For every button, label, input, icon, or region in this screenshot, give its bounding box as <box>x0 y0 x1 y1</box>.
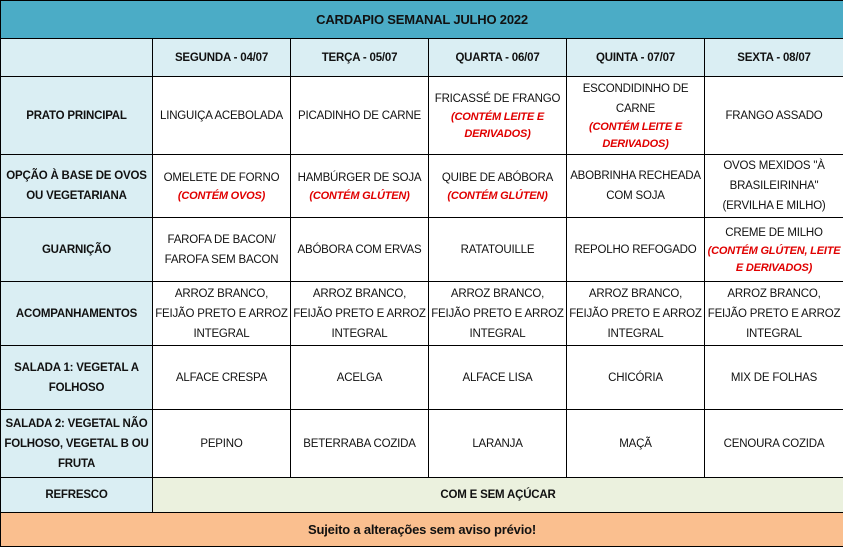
dish-name: RATATOUILLE <box>431 240 564 260</box>
dish-name: QUIBE DE ABÓBORA <box>431 168 564 188</box>
dish-name: OMELETE DE FORNO <box>155 168 288 188</box>
dish-name: BETERRABA COZIDA <box>293 434 426 454</box>
day-header: SEGUNDA - 04/07 <box>153 39 291 77</box>
dish-name: CENOURA COZIDA <box>707 434 841 454</box>
row-label: SALADA 1: VEGETAL A FOLHOSO <box>1 346 153 410</box>
row-label: SALADA 2: VEGETAL NÃO FOLHOSO, VEGETAL B… <box>1 410 153 478</box>
menu-cell: ALFACE CRESPA <box>153 346 291 410</box>
day-header: QUARTA - 06/07 <box>429 39 567 77</box>
menu-cell: QUIBE DE ABÓBORA(CONTÉM GLÚTEN) <box>429 155 567 218</box>
dish-name: LARANJA <box>431 434 564 454</box>
day-header: QUINTA - 07/07 <box>567 39 705 77</box>
menu-cell: LARANJA <box>429 410 567 478</box>
footer-row: Sujeito a alterações sem aviso prévio! <box>1 513 843 547</box>
menu-cell: ARROZ BRANCO, FEIJÃO PRETO E ARROZ INTEG… <box>291 282 429 346</box>
dish-name: ABÓBORA COM ERVAS <box>293 240 426 260</box>
day-header: SEXTA - 08/07 <box>705 39 843 77</box>
allergen-note: (CONTÉM LEITE E DERIVADOS) <box>569 119 702 153</box>
dish-name: ACELGA <box>293 368 426 388</box>
menu-cell: ARROZ BRANCO, FEIJÃO PRETO E ARROZ INTEG… <box>429 282 567 346</box>
allergen-note: (CONTÉM GLÚTEN, LEITE E DERIVADOS) <box>707 243 841 277</box>
menu-cell: ARROZ BRANCO, FEIJÃO PRETO E ARROZ INTEG… <box>705 282 843 346</box>
dish-name: CREME DE MILHO <box>707 223 841 243</box>
menu-cell: CREME DE MILHO(CONTÉM GLÚTEN, LEITE E DE… <box>705 218 843 282</box>
menu-cell: ESCONDIDINHO DE CARNE(CONTÉM LEITE E DER… <box>567 77 705 155</box>
corner-cell <box>1 39 153 77</box>
allergen-note: (CONTÉM GLÚTEN) <box>293 188 426 205</box>
menu-cell: ABÓBORA COM ERVAS <box>291 218 429 282</box>
menu-cell: FRANGO ASSADO <box>705 77 843 155</box>
menu-cell: HAMBÚRGER DE SOJA(CONTÉM GLÚTEN) <box>291 155 429 218</box>
dish-name: ABOBRINHA RECHEADA COM SOJA <box>569 166 702 206</box>
menu-cell: ABOBRINHA RECHEADA COM SOJA <box>567 155 705 218</box>
dish-name: MAÇÃ <box>569 434 702 454</box>
menu-cell: PICADINHO DE CARNE <box>291 77 429 155</box>
menu-cell: CHICÓRIA <box>567 346 705 410</box>
menu-cell: REPOLHO REFOGADO <box>567 218 705 282</box>
disclaimer: Sujeito a alterações sem aviso prévio! <box>1 513 843 547</box>
dish-name: REPOLHO REFOGADO <box>569 240 702 260</box>
dish-name: PICADINHO DE CARNE <box>293 106 426 126</box>
dish-name: ARROZ BRANCO, FEIJÃO PRETO E ARROZ INTEG… <box>707 284 841 344</box>
menu-cell: PEPINO <box>153 410 291 478</box>
refresco-value: COM E SEM AÇÚCAR <box>153 478 843 513</box>
menu-cell: OVOS MEXIDOS "À BRASILEIRINHA" (ERVILHA … <box>705 155 843 218</box>
menu-row: SALADA 2: VEGETAL NÃO FOLHOSO, VEGETAL B… <box>1 410 843 478</box>
dish-name: FRANGO ASSADO <box>707 106 841 126</box>
dish-name: ALFACE LISA <box>431 368 564 388</box>
allergen-note: (CONTÉM GLÚTEN) <box>431 188 564 205</box>
allergen-note: (CONTÉM LEITE E DERIVADOS) <box>431 109 564 143</box>
menu-title: CARDAPIO SEMANAL JULHO 2022 <box>1 1 843 39</box>
dish-name: ARROZ BRANCO, FEIJÃO PRETO E ARROZ INTEG… <box>431 284 564 344</box>
menu-cell: RATATOUILLE <box>429 218 567 282</box>
dish-name: PEPINO <box>155 434 288 454</box>
menu-cell: FAROFA DE BACON/ FAROFA SEM BACON <box>153 218 291 282</box>
menu-cell: FRICASSÉ DE FRANGO(CONTÉM LEITE E DERIVA… <box>429 77 567 155</box>
dish-name: FRICASSÉ DE FRANGO <box>431 89 564 109</box>
menu-cell: ALFACE LISA <box>429 346 567 410</box>
menu-cell: CENOURA COZIDA <box>705 410 843 478</box>
row-label: GUARNIÇÃO <box>1 218 153 282</box>
menu-cell: ARROZ BRANCO, FEIJÃO PRETO E ARROZ INTEG… <box>153 282 291 346</box>
row-label: PRATO PRINCIPAL <box>1 77 153 155</box>
menu-cell: BETERRABA COZIDA <box>291 410 429 478</box>
menu-cell: MIX DE FOLHAS <box>705 346 843 410</box>
day-header: TERÇA - 05/07 <box>291 39 429 77</box>
dish-name: ARROZ BRANCO, FEIJÃO PRETO E ARROZ INTEG… <box>293 284 426 344</box>
dish-name: ALFACE CRESPA <box>155 368 288 388</box>
dish-name: OVOS MEXIDOS "À BRASILEIRINHA" (ERVILHA … <box>707 156 841 216</box>
menu-cell: MAÇÃ <box>567 410 705 478</box>
dish-name: CHICÓRIA <box>569 368 702 388</box>
dish-name: ARROZ BRANCO, FEIJÃO PRETO E ARROZ INTEG… <box>155 284 288 344</box>
dish-name: MIX DE FOLHAS <box>707 368 841 388</box>
dish-name: HAMBÚRGER DE SOJA <box>293 168 426 188</box>
allergen-note: (CONTÉM OVOS) <box>155 188 288 205</box>
row-label: REFRESCO <box>1 478 153 513</box>
dish-name: ARROZ BRANCO, FEIJÃO PRETO E ARROZ INTEG… <box>569 284 702 344</box>
row-label: OPÇÃO À BASE DE OVOS OU VEGETARIANA <box>1 155 153 218</box>
menu-cell: LINGUIÇA ACEBOLADA <box>153 77 291 155</box>
dish-name: FAROFA DE BACON/ FAROFA SEM BACON <box>155 230 288 270</box>
dish-name: LINGUIÇA ACEBOLADA <box>155 106 288 126</box>
dish-name: ESCONDIDINHO DE CARNE <box>569 79 702 119</box>
menu-cell: ACELGA <box>291 346 429 410</box>
menu-cell: OMELETE DE FORNO(CONTÉM OVOS) <box>153 155 291 218</box>
menu-cell: ARROZ BRANCO, FEIJÃO PRETO E ARROZ INTEG… <box>567 282 705 346</box>
row-label: ACOMPANHAMENTOS <box>1 282 153 346</box>
